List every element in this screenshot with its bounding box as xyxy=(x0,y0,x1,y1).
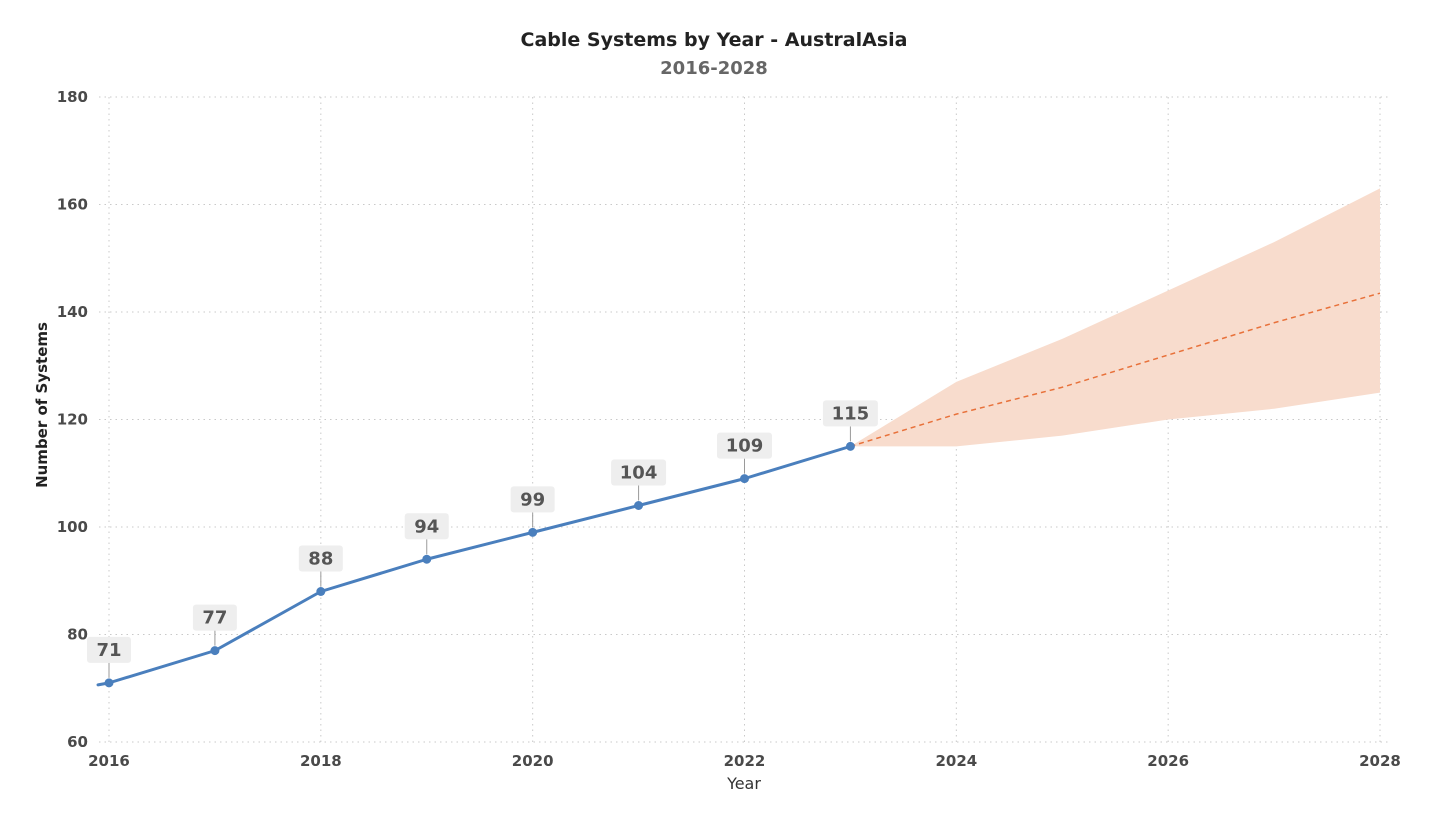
data-point xyxy=(740,474,749,484)
data-label: 71 xyxy=(96,640,121,661)
chart-subtitle: 2016-2028 xyxy=(660,58,768,79)
data-point xyxy=(845,441,855,451)
gridlines xyxy=(99,96,1390,743)
x-tick-label: 2024 xyxy=(935,752,977,770)
data-label: 104 xyxy=(620,463,658,484)
data-label: 77 xyxy=(202,608,227,629)
data-point xyxy=(634,501,644,510)
data-label: 115 xyxy=(832,403,870,424)
x-tick-label: 2016 xyxy=(88,752,130,770)
forecast-band xyxy=(850,188,1380,447)
x-tick-label: 2026 xyxy=(1147,752,1189,770)
data-label-box xyxy=(510,486,555,513)
data-label-box xyxy=(87,636,131,663)
data-point xyxy=(104,678,114,688)
y-axis-label: Number of Systems xyxy=(33,322,51,488)
data-label-box xyxy=(611,459,667,486)
y-tick-label: 120 xyxy=(57,411,88,429)
forecast-line xyxy=(850,292,1381,448)
data-points xyxy=(104,441,855,688)
y-tick-label: 60 xyxy=(67,733,88,751)
data-point xyxy=(422,554,432,564)
chart-title: Cable Systems by Year - AustralAsia xyxy=(521,29,908,51)
data-label-box xyxy=(404,513,449,540)
data-label-box xyxy=(822,400,878,427)
data-label-box xyxy=(192,604,237,631)
data-label-box xyxy=(717,432,772,459)
data-label-box xyxy=(298,545,343,572)
data-point xyxy=(528,527,538,537)
x-tick-label: 2018 xyxy=(300,752,342,770)
y-tick-label: 160 xyxy=(57,196,88,214)
data-label: 88 xyxy=(308,549,333,570)
x-axis-label: Year xyxy=(726,774,761,793)
data-point xyxy=(210,646,220,656)
x-tick-label: 2022 xyxy=(724,752,766,770)
x-tick-label: 2028 xyxy=(1359,752,1401,770)
data-label: 99 xyxy=(520,489,545,510)
axis-ticks: 60 80 100 120 140 160 180 2016 2018 2020 2022 2024 2… xyxy=(57,88,1401,770)
forecast-band-layer xyxy=(850,188,1380,447)
y-tick-label: 140 xyxy=(57,303,88,321)
y-tick-label: 80 xyxy=(67,626,88,644)
data-point xyxy=(316,587,326,596)
y-tick-label: 180 xyxy=(57,88,88,106)
data-label: 94 xyxy=(414,516,439,537)
y-tick-label: 100 xyxy=(57,518,88,536)
data-labels: 71 77 88 94 99 104 109 115 xyxy=(87,400,878,678)
x-tick-label: 2020 xyxy=(512,752,554,770)
data-label: 109 xyxy=(726,436,764,457)
